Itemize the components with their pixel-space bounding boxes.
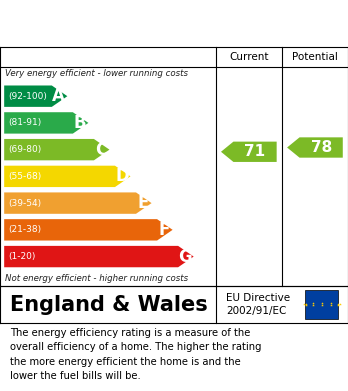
Text: Very energy efficient - lower running costs: Very energy efficient - lower running co… xyxy=(5,69,188,78)
Text: (92-100): (92-100) xyxy=(8,91,47,100)
Text: England & Wales: England & Wales xyxy=(10,295,208,315)
Polygon shape xyxy=(4,246,193,267)
Polygon shape xyxy=(4,219,173,240)
Text: C: C xyxy=(95,141,107,159)
Text: (21-38): (21-38) xyxy=(8,225,41,234)
Text: 71: 71 xyxy=(245,144,266,159)
Polygon shape xyxy=(287,137,343,158)
Text: Potential: Potential xyxy=(292,52,338,62)
Text: B: B xyxy=(73,114,86,132)
Text: A: A xyxy=(52,87,65,105)
Text: 78: 78 xyxy=(310,140,332,155)
Text: E: E xyxy=(137,194,149,212)
Polygon shape xyxy=(4,166,130,187)
Text: (69-80): (69-80) xyxy=(8,145,42,154)
Text: (1-20): (1-20) xyxy=(8,252,36,261)
Text: 2002/91/EC: 2002/91/EC xyxy=(226,306,286,316)
Text: EU Directive: EU Directive xyxy=(226,293,290,303)
Text: Current: Current xyxy=(229,52,269,62)
Text: The energy efficiency rating is a measure of the
overall efficiency of a home. T: The energy efficiency rating is a measur… xyxy=(10,328,262,381)
Text: D: D xyxy=(115,167,129,185)
Text: (55-68): (55-68) xyxy=(8,172,42,181)
Text: (81-91): (81-91) xyxy=(8,118,42,127)
Bar xyxy=(306,290,338,319)
Text: (39-54): (39-54) xyxy=(8,199,41,208)
Polygon shape xyxy=(221,142,277,162)
Text: Not energy efficient - higher running costs: Not energy efficient - higher running co… xyxy=(5,274,188,283)
Polygon shape xyxy=(4,139,109,160)
Polygon shape xyxy=(4,86,68,107)
Polygon shape xyxy=(4,112,88,134)
Text: Energy Efficiency Rating: Energy Efficiency Rating xyxy=(10,16,258,34)
Text: F: F xyxy=(158,221,170,239)
Polygon shape xyxy=(4,192,152,214)
Text: G: G xyxy=(178,248,192,265)
